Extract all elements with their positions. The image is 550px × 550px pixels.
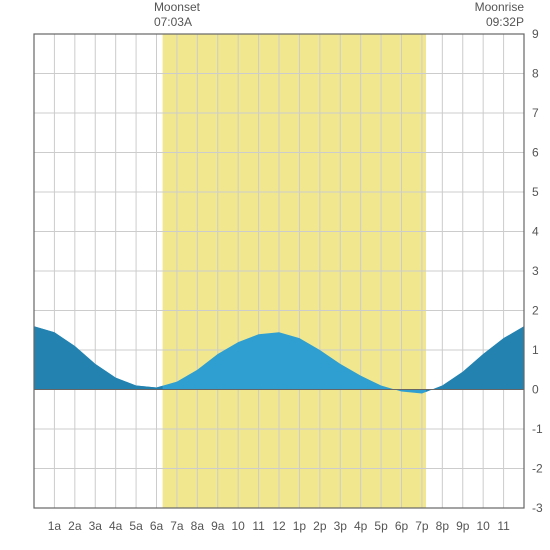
x-tick-label: 1a (48, 519, 62, 533)
x-tick-label: 11 (497, 519, 510, 533)
chart-svg: -3-2-101234567891a2a3a4a5a6a7a8a9a101112… (0, 0, 550, 550)
x-tick-label: 4a (109, 519, 123, 533)
x-tick-label: 6a (150, 519, 164, 533)
y-tick-label: 3 (532, 264, 539, 278)
x-tick-label: 2p (313, 519, 327, 533)
x-tick-label: 5a (129, 519, 143, 533)
y-tick-label: 2 (532, 304, 539, 318)
x-tick-label: 8a (191, 519, 205, 533)
x-tick-label: 6p (395, 519, 409, 533)
y-tick-label: 1 (532, 343, 539, 357)
y-tick-label: 9 (532, 27, 539, 41)
x-tick-label: 12 (272, 519, 286, 533)
x-tick-label: 4p (354, 519, 368, 533)
y-tick-label: -3 (532, 501, 543, 515)
moonset-title: Moonset (154, 0, 200, 15)
moonrise-title: Moonrise (475, 0, 524, 15)
x-tick-label: 7a (170, 519, 184, 533)
y-tick-label: -1 (532, 422, 543, 436)
y-tick-label: 5 (532, 185, 539, 199)
x-tick-label: 7p (415, 519, 429, 533)
x-tick-label: 1p (293, 519, 307, 533)
y-tick-label: 8 (532, 67, 539, 81)
x-tick-label: 5p (374, 519, 388, 533)
y-tick-label: 6 (532, 146, 539, 160)
x-tick-label: 10 (231, 519, 245, 533)
y-tick-label: 4 (532, 225, 539, 239)
x-tick-label: 11 (252, 519, 265, 533)
x-tick-label: 3p (334, 519, 348, 533)
x-tick-label: 10 (476, 519, 490, 533)
y-tick-label: 7 (532, 106, 539, 120)
y-tick-label: 0 (532, 383, 539, 397)
x-tick-label: 8p (436, 519, 450, 533)
x-tick-label: 3a (89, 519, 103, 533)
x-tick-label: 9p (456, 519, 470, 533)
moonset-annotation: Moonset 07:03A (154, 0, 200, 30)
moonset-time: 07:03A (154, 15, 200, 30)
moonrise-time: 09:32P (475, 15, 524, 30)
moonrise-annotation: Moonrise 09:32P (475, 0, 524, 30)
tide-chart: Moonset 07:03A Moonrise 09:32P -3-2-1012… (0, 0, 550, 550)
x-tick-label: 9a (211, 519, 225, 533)
y-tick-label: -2 (532, 462, 543, 476)
x-tick-label: 2a (68, 519, 82, 533)
